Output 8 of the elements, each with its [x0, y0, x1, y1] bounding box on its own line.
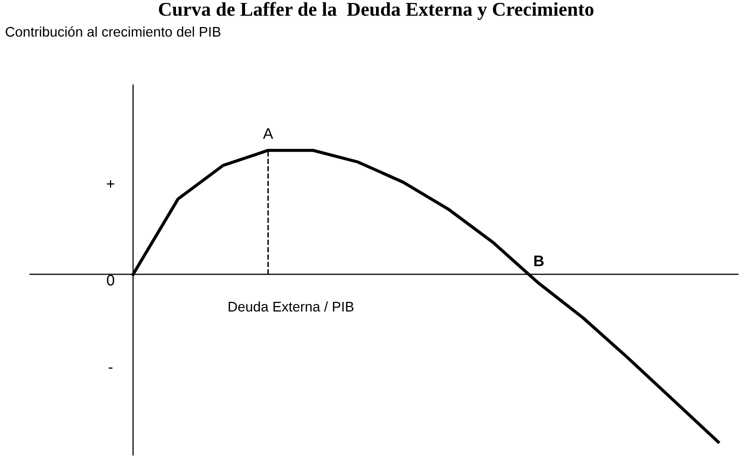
annotation: B — [534, 256, 544, 266]
chart-title: Curva de Laffer de la Deuda Externa y Crecimiento — [158, 2, 594, 20]
text: Contribución al crecimiento del PIB — [6, 26, 220, 37]
annotation: - — [108, 367, 112, 369]
x-axis-title: Deuda Externa / PIB — [228, 301, 354, 312]
text: A — [263, 128, 274, 139]
annotation: + — [106, 180, 114, 188]
annotation: 0 — [106, 274, 114, 286]
